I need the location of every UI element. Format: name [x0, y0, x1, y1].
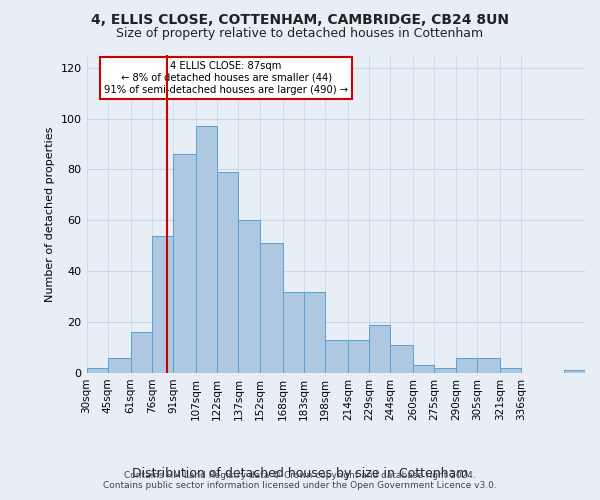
Bar [413, 366, 434, 373]
Bar [196, 126, 217, 373]
Bar [369, 324, 391, 373]
Bar [86, 368, 108, 373]
Bar [434, 368, 456, 373]
Bar [391, 345, 413, 373]
Bar [217, 172, 238, 373]
Text: Contains HM Land Registry data © Crown copyright and database right 2024.
Contai: Contains HM Land Registry data © Crown c… [103, 470, 497, 490]
Bar [173, 154, 196, 373]
Bar [238, 220, 260, 373]
Bar [131, 332, 152, 373]
Bar [304, 292, 325, 373]
Bar [260, 244, 283, 373]
Text: Distribution of detached houses by size in Cottenham: Distribution of detached houses by size … [132, 468, 468, 480]
Bar [283, 292, 304, 373]
Text: Size of property relative to detached houses in Cottenham: Size of property relative to detached ho… [116, 28, 484, 40]
Bar [456, 358, 477, 373]
Bar [500, 368, 521, 373]
Text: 4, ELLIS CLOSE, COTTENHAM, CAMBRIDGE, CB24 8UN: 4, ELLIS CLOSE, COTTENHAM, CAMBRIDGE, CB… [91, 12, 509, 26]
Text: 4 ELLIS CLOSE: 87sqm
← 8% of detached houses are smaller (44)
91% of semi-detach: 4 ELLIS CLOSE: 87sqm ← 8% of detached ho… [104, 62, 348, 94]
Bar [108, 358, 131, 373]
Bar [477, 358, 500, 373]
Bar [563, 370, 585, 373]
Bar [348, 340, 369, 373]
Y-axis label: Number of detached properties: Number of detached properties [45, 126, 55, 302]
Bar [152, 236, 173, 373]
Bar [325, 340, 348, 373]
